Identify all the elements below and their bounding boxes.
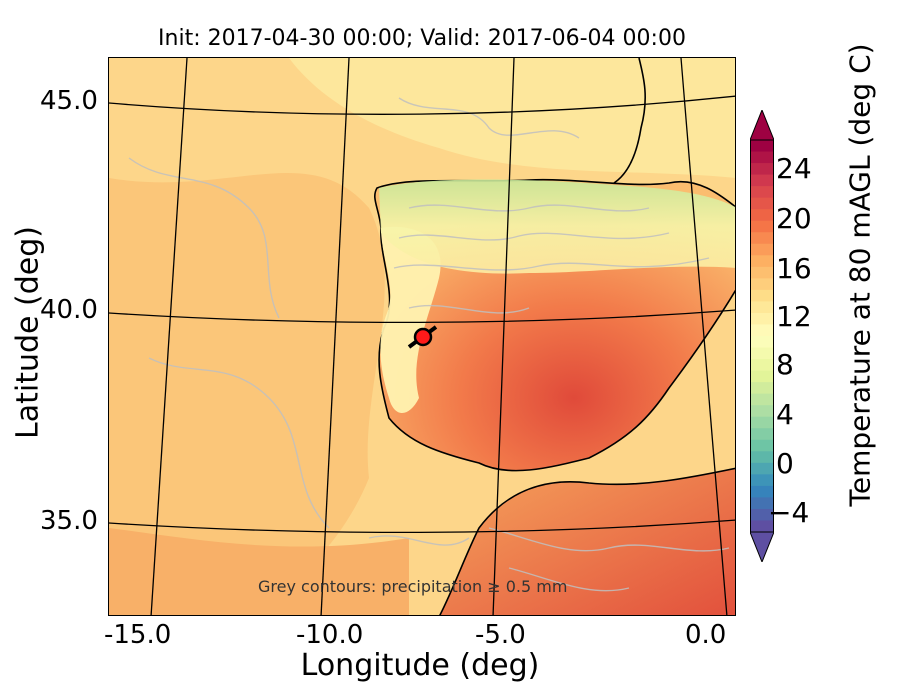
colorbar-min-extend: [750, 531, 774, 562]
colorbar-band: [750, 382, 774, 395]
colorbar-band: [750, 301, 774, 314]
colorbar-band: [750, 255, 774, 268]
colorbar-band: [750, 163, 774, 176]
x-tick-neg10: -10.0: [296, 620, 364, 650]
x-tick-neg5: -5.0: [475, 620, 526, 650]
cb-tick-16: 16: [776, 252, 812, 285]
x-tick-0: 0.0: [685, 620, 727, 650]
colorbar-stripes: [750, 140, 774, 533]
cb-tick-12: 12: [776, 300, 812, 333]
colorbar-band: [750, 220, 774, 233]
colorbar-band: [750, 451, 774, 464]
x-axis-label: Longitude (deg): [300, 648, 540, 683]
cb-tick-20: 20: [776, 202, 812, 235]
cb-tick-8: 8: [776, 348, 794, 381]
africa-land: [439, 467, 735, 615]
colorbar-band: [750, 520, 774, 533]
precip-contours: [128, 97, 730, 592]
ocean-warm-band: [109, 172, 385, 615]
colorbar-band: [750, 289, 774, 303]
lon-line-neg15: [150, 58, 188, 615]
colorbar-band: [750, 151, 774, 164]
colorbar-band: [750, 462, 774, 475]
graticule: [109, 58, 735, 615]
map-panel[interactable]: [108, 57, 736, 616]
colorbar-band: [750, 497, 774, 510]
colorbar-band: [750, 485, 774, 499]
portugal-cool-zone: [380, 226, 441, 413]
x-tick-neg15: -15.0: [104, 620, 172, 650]
cb-tick-neg4: −4: [768, 496, 810, 529]
lon-line-neg10: [320, 58, 350, 615]
colorbar-band: [750, 186, 774, 199]
y-tick-40: 40.0: [40, 295, 98, 325]
colorbar-band: [750, 474, 774, 487]
figure-title: Init: 2017-04-30 00:00; Valid: 2017-06-0…: [158, 26, 686, 51]
north-cool-zone: [379, 179, 735, 274]
colorbar-band: [750, 439, 774, 452]
lat-line-45: [109, 95, 735, 115]
colorbar-max-extend: [750, 110, 774, 141]
cb-tick-0: 0: [776, 447, 794, 480]
colorbar-band: [750, 140, 774, 153]
y-tick-45: 45.0: [40, 86, 98, 116]
colorbar: [750, 110, 774, 562]
colorbar-band: [750, 232, 774, 245]
y-axis-label: Latitude (deg): [10, 226, 46, 439]
colorbar-band: [750, 347, 774, 360]
colorbar-band: [750, 508, 774, 522]
colorbar-band: [750, 312, 774, 326]
cb-tick-4: 4: [776, 398, 794, 431]
precip-annotation: Grey contours: precipitation ≥ 0.5 mm: [258, 577, 568, 596]
cb-tick-24: 24: [776, 152, 812, 185]
colorbar-band: [750, 405, 774, 418]
colorbar-band: [750, 243, 774, 256]
colorbar-band: [750, 324, 774, 337]
y-tick-35: 35.0: [40, 506, 98, 536]
station-marker: [413, 327, 433, 347]
colorbar-band: [750, 278, 774, 291]
colorbar-band: [750, 393, 774, 406]
colorbar-band: [750, 416, 774, 429]
lat-line-35: [109, 519, 735, 534]
lon-line-neg5: [492, 58, 515, 615]
ocean-south-warm: [109, 528, 409, 615]
colorbar-band: [750, 209, 774, 222]
france-coast: [613, 58, 646, 184]
colorbar-label: Temperature at 80 mAGL (deg C): [843, 43, 877, 507]
colorbar-band: [750, 359, 774, 372]
colorbar-band: [750, 336, 774, 349]
colorbar-band: [750, 197, 774, 210]
colorbar-band: [750, 266, 774, 279]
colorbar-band: [750, 428, 774, 441]
lat-line-40: [109, 309, 735, 324]
colorbar-band: [750, 174, 774, 187]
colorbar-band: [750, 370, 774, 383]
lon-line-0: [680, 58, 728, 615]
